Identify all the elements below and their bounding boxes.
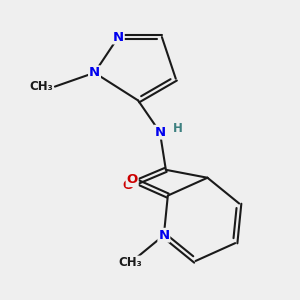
Text: O: O — [123, 179, 134, 192]
Text: N: N — [89, 66, 100, 79]
Text: CH₃: CH₃ — [29, 80, 53, 93]
Text: O: O — [127, 173, 138, 186]
Text: N: N — [154, 126, 166, 139]
Text: H: H — [172, 122, 182, 135]
Text: CH₃: CH₃ — [118, 256, 142, 269]
Text: N: N — [113, 31, 124, 44]
Text: N: N — [158, 229, 169, 242]
